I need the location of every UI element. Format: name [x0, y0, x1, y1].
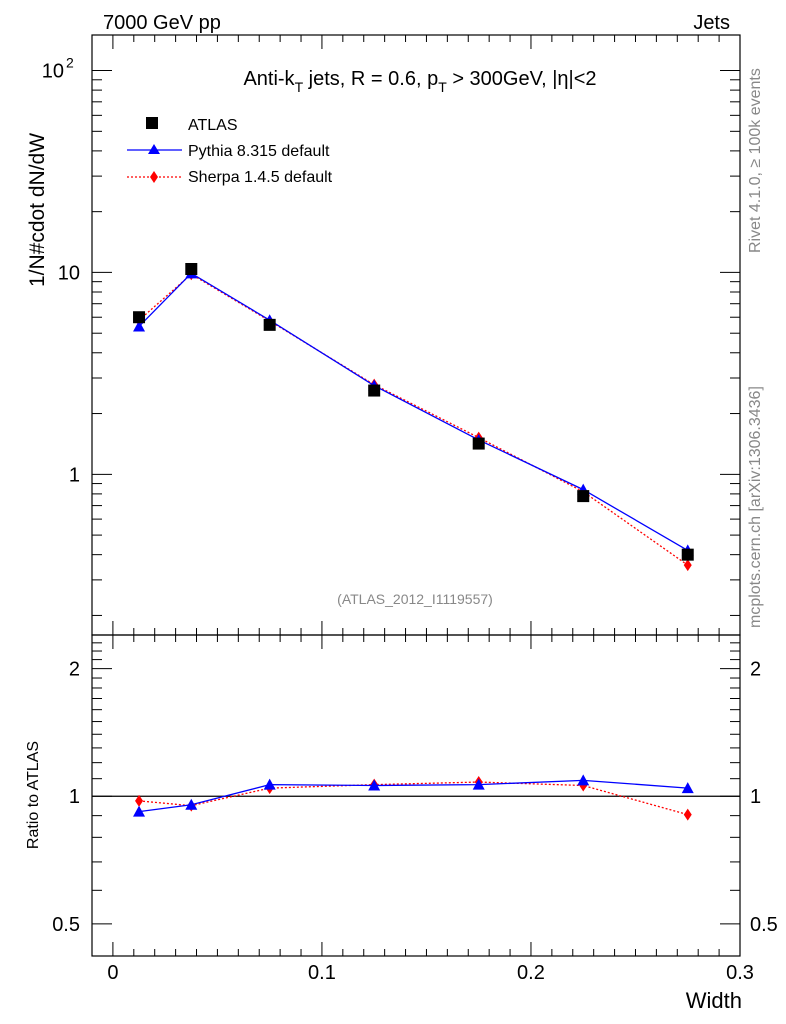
sherpa-main-line — [138, 273, 689, 566]
ratio-plot-panel: 2 2 1 1 0.5 0.5 0 0.1 0.2 0.3 Ratio to ATLAS — [25, 634, 778, 984]
ratio-tick-labels: 2 2 1 1 0.5 0.5 0 0.1 0.2 0.3 — [52, 659, 778, 984]
ratio-y-tick-label-right: 0.5 — [750, 914, 778, 936]
pythia-ratio-point — [681, 782, 694, 794]
x-tick-label: 0 — [107, 962, 118, 984]
x-tick-label: 0.2 — [517, 962, 545, 984]
pythia-main-point — [133, 320, 146, 332]
sherpa-main-point — [683, 559, 692, 572]
ratio-y-tick-label-right: 1 — [750, 786, 761, 808]
title-p-subscript: T — [438, 79, 447, 95]
ratio-y-tick-label: 2 — [69, 659, 80, 681]
pythia-ratio-point — [263, 778, 276, 790]
atlas-main-point — [368, 384, 381, 397]
ratio-axis-ticks — [92, 635, 741, 956]
analysis-id-label: (ATLAS_2012_I1119557) — [337, 591, 493, 607]
main-y-tick-label: 10 — [58, 262, 80, 284]
mcplots-reference-label: mcplots.cern.ch [arXiv:1306.3436] — [747, 386, 764, 628]
pythia-ratio-point — [577, 774, 590, 786]
energy-label: 7000 GeV pp — [103, 12, 221, 34]
main-data-series — [133, 262, 694, 572]
ratio-y-tick-label: 0.5 — [52, 914, 80, 936]
title-k-subscript: T — [295, 79, 304, 95]
ratio-plot-frame — [91, 634, 741, 957]
pythia-ratio-point — [185, 798, 198, 810]
main-axis-ticks — [92, 35, 741, 635]
atlas-main-point — [472, 437, 485, 450]
atlas-main-point — [263, 318, 276, 331]
legend-pythia-marker — [148, 144, 160, 154]
x-axis-label: Width — [686, 988, 742, 1013]
sherpa-ratio-point — [683, 808, 692, 821]
legend-sherpa-marker — [150, 171, 158, 183]
ratio-y-axis-label: Ratio to ATLAS — [25, 741, 42, 849]
pythia-ratio-point — [472, 778, 485, 790]
sherpa-ratio-line — [138, 781, 688, 816]
atlas-main-point — [185, 262, 198, 275]
main-y-tick-exponent: 2 — [66, 55, 74, 71]
ratio-y-tick-label: 1 — [69, 786, 80, 808]
main-y-tick-label: 10 — [42, 61, 64, 83]
main-y-tick-label: 1 — [69, 464, 80, 486]
title-suffix: > 300GeV, |η|<2 — [447, 68, 597, 90]
pythia-ratio-point — [368, 779, 381, 791]
legend-atlas-marker — [146, 117, 158, 129]
atlas-main-point — [577, 490, 590, 503]
legend-sherpa-label: Sherpa 1.4.5 default — [188, 169, 333, 186]
main-y-axis-label: 1/N#cdot dN/dW — [26, 133, 49, 287]
atlas-main-point — [681, 548, 694, 561]
legend: ATLAS Pythia 8.315 default Sherpa 1.4.5 … — [127, 117, 333, 186]
title-prefix: Anti-k — [243, 68, 295, 90]
pythia-main-line — [138, 272, 689, 551]
title-middle: jets, R = 0.6, p — [303, 68, 438, 90]
legend-pythia-label: Pythia 8.315 default — [188, 143, 330, 160]
ratio-data-series — [133, 774, 694, 821]
x-tick-label: 0.3 — [726, 962, 754, 984]
x-tick-label: 0.1 — [308, 962, 336, 984]
category-label: Jets — [693, 12, 730, 34]
plot-title: Anti-kT jets, R = 0.6, pT > 300GeV, |η|<… — [243, 68, 596, 95]
pythia-ratio-point — [133, 805, 146, 817]
rivet-version-label: Rivet 4.1.0, ≥ 100k events — [747, 68, 764, 253]
sherpa-ratio-point — [135, 794, 144, 807]
legend-atlas-label: ATLAS — [188, 117, 238, 134]
atlas-main-point — [133, 311, 146, 324]
ratio-y-tick-label-right: 2 — [750, 659, 761, 681]
